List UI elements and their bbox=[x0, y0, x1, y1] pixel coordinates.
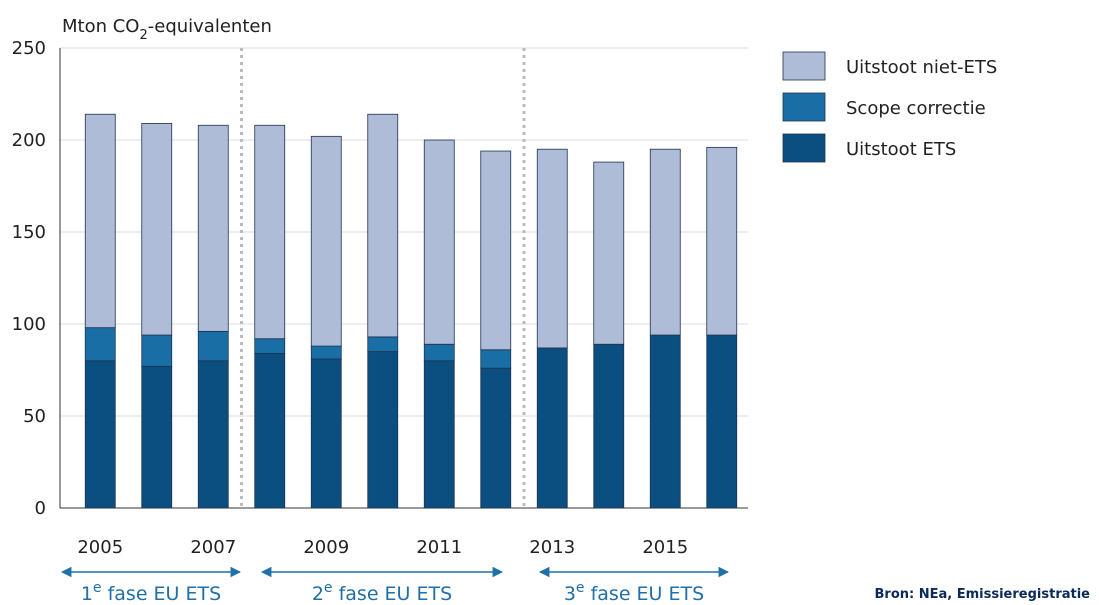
bar-segment bbox=[310, 358, 342, 509]
bar-segment bbox=[593, 343, 625, 509]
phase-label: 1e fase EU ETS bbox=[81, 580, 221, 605]
phase-num: 3 bbox=[564, 583, 576, 605]
legend-swatch bbox=[782, 51, 826, 81]
bar-segment bbox=[310, 345, 342, 360]
x-tick-label: 2013 bbox=[529, 537, 575, 558]
bar-segment bbox=[536, 148, 568, 349]
y-tick-label: 250 bbox=[12, 38, 46, 59]
bar-segment bbox=[480, 150, 512, 351]
bar-segment bbox=[593, 161, 625, 345]
x-tick-label: 2005 bbox=[77, 537, 123, 558]
y-label-after: -equivalenten bbox=[148, 16, 272, 37]
y-label-sub: 2 bbox=[139, 28, 147, 43]
bar-segment bbox=[367, 336, 399, 353]
bar-segment bbox=[310, 135, 342, 347]
phase-num: 1 bbox=[81, 583, 93, 605]
bar-segment bbox=[536, 347, 568, 509]
bar-segment bbox=[254, 353, 286, 509]
phase-text: fase EU ETS bbox=[585, 583, 705, 605]
source: Bron: NEa, Emissieregistratie bbox=[875, 587, 1091, 602]
legend-label: Uitstoot ETS bbox=[846, 139, 956, 160]
x-tick-label: 2011 bbox=[416, 537, 462, 558]
bar-segment bbox=[84, 327, 116, 362]
bar-segment bbox=[423, 360, 455, 509]
phase-text: fase EU ETS bbox=[102, 583, 222, 605]
phase-num: 2 bbox=[312, 583, 324, 605]
bar-segment bbox=[84, 360, 116, 509]
bar-segment bbox=[197, 360, 229, 509]
bar-segment bbox=[480, 367, 512, 509]
bar-segment bbox=[367, 113, 399, 338]
x-tick-label: 2007 bbox=[190, 537, 236, 558]
y-tick-label: 100 bbox=[12, 314, 46, 335]
bar-segment bbox=[141, 123, 173, 336]
x-tick-label: 2009 bbox=[303, 537, 349, 558]
phase-sup: e bbox=[576, 580, 585, 596]
phase-label: 3e fase EU ETS bbox=[564, 580, 704, 605]
y-label-text: Mton CO bbox=[62, 16, 139, 37]
legend-label: Scope correctie bbox=[846, 98, 986, 119]
phase-label: 2e fase EU ETS bbox=[312, 580, 452, 605]
bar-segment bbox=[480, 349, 512, 369]
legend-label: Uitstoot niet-ETS bbox=[846, 57, 997, 78]
y-tick-label: 200 bbox=[12, 130, 46, 151]
bar-segment bbox=[254, 124, 286, 340]
legend-swatch bbox=[782, 92, 826, 122]
y-tick-label: 50 bbox=[23, 406, 46, 427]
y-tick-label: 0 bbox=[35, 498, 46, 519]
bar-segment bbox=[141, 365, 173, 509]
bar-segment bbox=[706, 334, 738, 509]
bar-segment bbox=[197, 330, 229, 362]
x-tick-label: 2015 bbox=[642, 537, 688, 558]
bar-segment bbox=[649, 148, 681, 336]
bar-segment bbox=[706, 146, 738, 336]
bar-segment bbox=[423, 139, 455, 345]
legend-swatch bbox=[782, 133, 826, 163]
bar-segment bbox=[367, 351, 399, 509]
bar-segment bbox=[254, 338, 286, 354]
y-tick-label: 150 bbox=[12, 222, 46, 243]
bar-segment bbox=[84, 113, 116, 329]
phase-text: fase EU ETS bbox=[333, 583, 453, 605]
bar-segment bbox=[649, 334, 681, 509]
y-axis-label: Mton CO2-equivalenten bbox=[62, 16, 272, 43]
phase-sup: e bbox=[324, 580, 333, 596]
bar-segment bbox=[141, 334, 173, 367]
bar-segment bbox=[197, 124, 229, 332]
phase-sup: e bbox=[93, 580, 102, 596]
bar-segment bbox=[423, 343, 455, 362]
